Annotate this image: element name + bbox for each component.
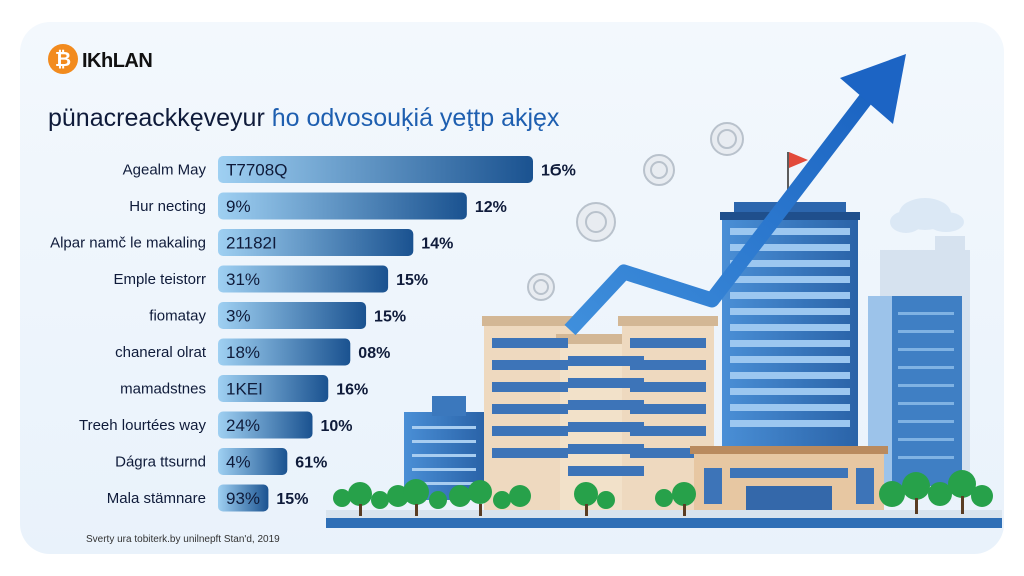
category-label: Agealm May bbox=[123, 162, 207, 179]
bar bbox=[218, 484, 269, 512]
bar-value-label: 3% bbox=[226, 307, 251, 326]
bar-end-label: 15% bbox=[396, 272, 428, 289]
category-label: Treeh lourtées way bbox=[79, 417, 207, 434]
bar-end-label: 16% bbox=[336, 382, 368, 399]
bar bbox=[218, 302, 367, 329]
bar-value-label: 1KEI bbox=[226, 380, 263, 399]
office-buildings bbox=[482, 316, 718, 510]
bar bbox=[218, 338, 351, 366]
category-label: Hur necting bbox=[129, 198, 206, 215]
bar-end-label: 08% bbox=[358, 345, 390, 362]
bar-value-label: 4% bbox=[226, 453, 251, 472]
bar-value-label: T7708Q bbox=[226, 161, 287, 180]
coin-icon bbox=[527, 122, 744, 301]
ground bbox=[326, 510, 1002, 528]
bar-end-label: 14% bbox=[421, 236, 453, 253]
city-illustration bbox=[326, 54, 1002, 528]
category-label: mamadstnes bbox=[120, 381, 206, 398]
bar-end-label: 61% bbox=[295, 455, 327, 472]
bar-value-label: 18% bbox=[226, 343, 260, 362]
title-part-2: ɦo odvosouķiá yeţtp akjęx bbox=[271, 104, 560, 132]
trend-arrow-icon bbox=[564, 54, 906, 336]
category-label: Mala stämnare bbox=[107, 490, 206, 507]
category-label: chaneral olrat bbox=[115, 344, 207, 361]
bar-end-label: 12% bbox=[475, 199, 507, 216]
bar-end-label: 1Ϭ% bbox=[541, 163, 576, 180]
bitcoin-icon: ₿ bbox=[48, 44, 78, 74]
category-label: Alpar namč le makaling bbox=[50, 235, 206, 252]
category-label: fiomatay bbox=[149, 308, 206, 325]
bar-value-label: 31% bbox=[226, 270, 260, 289]
category-label: Dágra ttsurnd bbox=[115, 454, 206, 471]
bar-chart: Agealm May T7708Q 1Ϭ% Hur necting 9% 12% Alpar… bbox=[50, 156, 576, 512]
bar-value-label: 21182I bbox=[226, 234, 277, 253]
bar bbox=[218, 156, 533, 183]
bar-value-label: 9% bbox=[226, 197, 251, 216]
bar bbox=[218, 411, 313, 439]
title-part-1: pünacreackkęveyur bbox=[48, 104, 265, 132]
page-title: pünacreackkęveyur ɦo odvosouķiá yeţtp ak… bbox=[48, 104, 559, 133]
central-tower bbox=[720, 202, 860, 452]
civic-building bbox=[690, 446, 888, 512]
bar bbox=[218, 229, 414, 256]
bar bbox=[218, 265, 389, 293]
source-note: Sverty ura tobiterk.by unilnepft Stan'd,… bbox=[86, 534, 280, 545]
bar-value-label: 93% bbox=[226, 489, 260, 508]
bar-end-label: 15% bbox=[276, 491, 308, 508]
bar-value-label: 24% bbox=[226, 416, 260, 435]
bar bbox=[218, 448, 288, 475]
bar-end-label: 10% bbox=[321, 418, 353, 435]
bar bbox=[218, 192, 467, 220]
brand-name: IKhLAN bbox=[82, 50, 153, 72]
tree-icon bbox=[333, 470, 993, 516]
bar bbox=[218, 375, 329, 402]
category-label: Emple teistorr bbox=[113, 271, 206, 288]
bar-end-label: 15% bbox=[374, 309, 406, 326]
